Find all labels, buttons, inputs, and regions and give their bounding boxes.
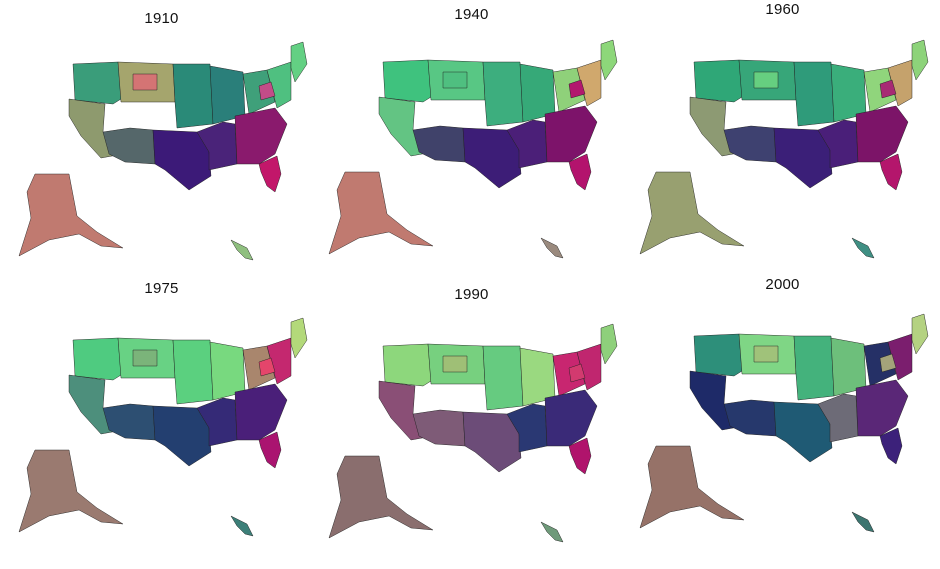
region-southwest [412,125,466,163]
region-lakes [552,67,586,113]
region-alaska [328,171,434,255]
region-lakes [863,67,897,113]
year-label: 1940 [454,6,489,23]
region-accent [258,81,276,101]
region-hawaii [230,515,254,537]
map-panel-1990: 1990 [315,286,628,569]
region-accent [879,79,897,99]
region-southeast [234,383,288,441]
year-label: 2000 [765,276,800,293]
region-southwest [723,399,777,437]
region-plains [172,339,214,405]
region-highlight [132,73,158,91]
map-panel-2000: 2000 [626,276,939,559]
region-lakes [863,341,897,387]
region-plains [172,63,214,129]
region-nw [72,61,122,105]
region-southeast [544,389,598,447]
region-southwest [723,125,777,163]
us-map-1910 [18,41,308,261]
us-map-1990 [328,323,618,543]
region-newengland [600,323,618,365]
region-alaska [18,173,124,257]
region-southeast [855,379,909,437]
region-accent [879,353,897,373]
region-hawaii [540,237,564,259]
us-map-1975 [18,317,308,537]
region-southeast [544,105,598,163]
region-hawaii [230,239,254,261]
region-newengland [911,39,929,81]
region-plains [793,335,835,401]
region-plains [482,61,524,127]
region-lakes [242,69,276,115]
region-florida [568,153,592,191]
year-label: 1910 [144,10,179,27]
region-southeast [234,107,288,165]
region-alaska [639,445,745,529]
region-hawaii [851,237,875,259]
region-highlight [442,355,468,373]
year-label: 1975 [144,280,179,297]
region-nw [693,333,743,377]
region-highlight [753,345,779,363]
us-map-1940 [328,39,618,259]
year-label: 1960 [765,1,800,18]
region-highlight [132,349,158,367]
region-florida [258,431,282,469]
region-southwest [102,127,156,165]
map-panel-1910: 1910 [5,4,318,287]
region-alaska [639,171,745,255]
region-alaska [18,449,124,533]
us-map-1960 [639,39,929,259]
map-panel-1960: 1960 [626,1,939,285]
region-newengland [911,313,929,355]
region-nw [72,337,122,381]
region-newengland [290,41,308,83]
map-panel-1975: 1975 [5,280,318,563]
region-southeast [855,105,909,163]
region-florida [879,153,903,191]
region-southwest [412,409,466,447]
region-lakes [242,345,276,391]
region-nw [382,343,432,387]
region-highlight [753,71,779,89]
region-florida [258,155,282,193]
region-florida [568,437,592,475]
region-plains [482,345,524,411]
region-newengland [290,317,308,359]
region-florida [879,427,903,465]
region-accent [568,79,586,99]
region-lakes [552,351,586,397]
region-plains [793,61,835,127]
region-accent [568,363,586,383]
region-nw [693,59,743,103]
year-label: 1990 [454,286,489,303]
region-accent [258,357,276,377]
region-alaska [328,455,434,539]
region-highlight [442,71,468,89]
region-nw [382,59,432,103]
region-newengland [600,39,618,81]
region-hawaii [540,521,564,543]
region-hawaii [851,511,875,533]
map-panel-1940: 1940 [315,2,628,285]
us-map-2000 [639,313,929,533]
region-southwest [102,403,156,441]
